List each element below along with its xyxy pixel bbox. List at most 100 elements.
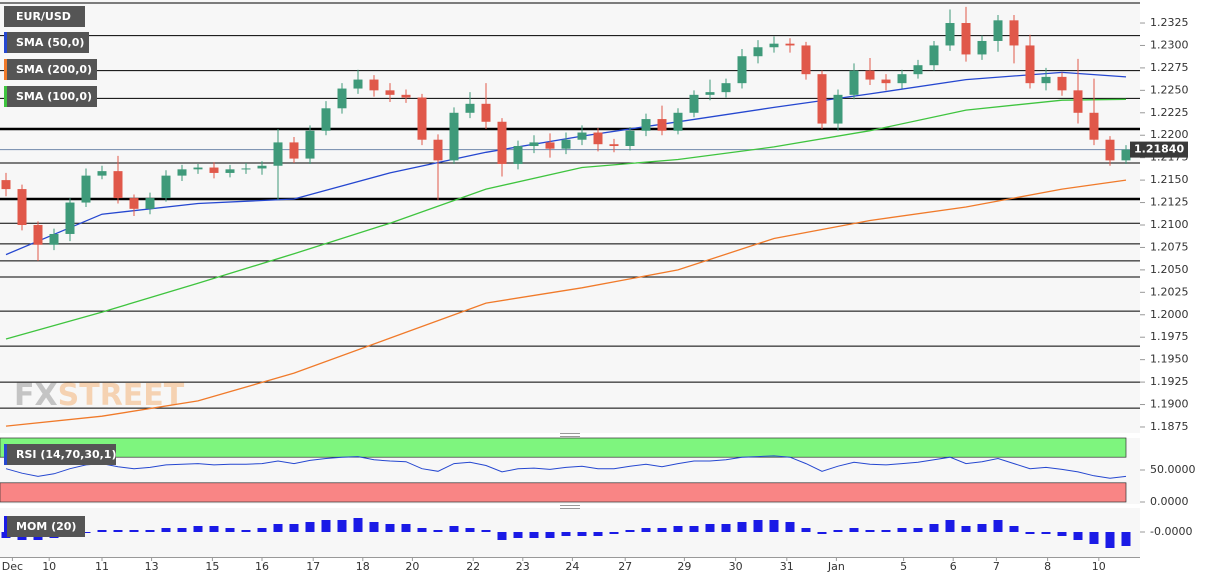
mom-tick-label: -0.0000 [1150, 525, 1192, 538]
y-tick-label: 1.2025 [1150, 285, 1189, 298]
candle-body [385, 90, 395, 95]
candle-body [929, 45, 939, 66]
mom-bar [977, 524, 987, 532]
candle-body [849, 70, 859, 95]
x-tick-label: 27 [618, 560, 632, 573]
candle-body [289, 142, 299, 159]
candle-body [993, 20, 1003, 41]
candle-body [145, 198, 155, 209]
mom-bar [1025, 532, 1035, 534]
candle-body [369, 79, 379, 91]
legend-item[interactable]: RSI (14,70,30,1) [4, 444, 116, 465]
y-tick-label: 1.1925 [1150, 375, 1189, 388]
resize-grip[interactable] [560, 433, 580, 437]
last-price-box [1130, 141, 1188, 158]
mom-bar [673, 526, 683, 532]
legend-label: MOM (20) [16, 520, 76, 533]
candle-body [1057, 76, 1067, 91]
mom-bar [449, 526, 459, 532]
candle-body [65, 202, 75, 234]
mom-bar [273, 524, 283, 532]
overbought-band [0, 437, 1127, 458]
mom-bar [257, 528, 267, 532]
rsi-tick-label: 50.0000 [1150, 463, 1196, 476]
y-tick-label: 1.2300 [1150, 38, 1189, 51]
candle-body [337, 88, 347, 109]
x-tick-label: 10 [42, 560, 56, 573]
candle-body [1041, 76, 1051, 84]
mom-bar [1105, 532, 1115, 548]
mom-bar [289, 524, 299, 532]
x-tick-label: 13 [145, 560, 159, 573]
y-tick-label: 1.2325 [1150, 16, 1189, 29]
candle-body [225, 169, 235, 173]
mom-bar [929, 524, 939, 532]
mom-bar [113, 530, 123, 532]
y-tick-label: 1.2150 [1150, 173, 1189, 186]
x-tick-label: 22 [466, 560, 480, 573]
x-tick-label: 23 [516, 560, 530, 573]
mom-bar [177, 528, 187, 532]
resize-grip[interactable] [560, 505, 580, 509]
x-tick-label: Jan [827, 560, 845, 573]
candle-body [401, 94, 411, 98]
mom-bar [1057, 532, 1067, 536]
mom-bar [833, 530, 843, 532]
mom-bar [1009, 526, 1019, 532]
watermark-street: STREET [58, 378, 185, 413]
mom-bar [689, 526, 699, 532]
candle-body [945, 23, 955, 46]
candle-body [305, 130, 315, 159]
candle-body [353, 79, 363, 89]
mom-bar [801, 528, 811, 532]
candle-body [113, 171, 123, 199]
x-tick-label: 8 [1044, 560, 1051, 573]
candle-body [193, 167, 203, 170]
x-tick-label: Dec [2, 560, 23, 573]
candle-body [897, 74, 907, 84]
legend-item[interactable]: SMA (50,0) [4, 32, 89, 53]
y-tick-label: 1.2125 [1150, 196, 1189, 209]
mom-bar [849, 528, 859, 532]
candle-body [1089, 112, 1099, 140]
mom-bar [961, 526, 971, 532]
legend-label: SMA (100,0) [16, 90, 92, 103]
mom-bar [529, 532, 539, 538]
mom-bar [433, 530, 443, 532]
mom-bar [657, 528, 667, 532]
mom-bar [209, 526, 219, 532]
candle-body [641, 119, 651, 131]
x-tick-label: 6 [950, 560, 957, 573]
price-panel [0, 0, 1140, 433]
legend-item[interactable]: SMA (200,0) [4, 59, 97, 80]
candle-body [673, 112, 683, 131]
mom-bar [481, 530, 491, 532]
legend-item[interactable]: SMA (100,0) [4, 86, 97, 107]
candle-body [449, 112, 459, 161]
candle-body [625, 130, 635, 146]
candle-body [273, 142, 283, 166]
legend-label: SMA (50,0) [16, 36, 84, 49]
legend-item[interactable]: EUR/USD [4, 6, 85, 27]
mom-bar [1121, 532, 1131, 546]
candle-body [321, 108, 331, 131]
mom-bar [737, 522, 747, 532]
legend-label: RSI (14,70,30,1) [16, 448, 116, 461]
x-tick-label: 5 [900, 560, 907, 573]
mom-bar [641, 528, 651, 532]
x-tick-label: 11 [95, 560, 109, 573]
candle-body [657, 119, 667, 131]
candle-body [161, 175, 171, 199]
mom-bar [321, 520, 331, 532]
candle-body [513, 146, 523, 164]
mom-bar [129, 530, 139, 532]
mom-bar [497, 532, 507, 540]
candle-body [465, 103, 475, 113]
x-tick-label: 30 [729, 560, 743, 573]
candle-body [913, 65, 923, 75]
watermark: FXSTREET [14, 378, 185, 413]
candle-body [833, 94, 843, 124]
legend-item[interactable]: MOM (20) [4, 516, 85, 537]
y-tick-label: 1.2250 [1150, 83, 1189, 96]
